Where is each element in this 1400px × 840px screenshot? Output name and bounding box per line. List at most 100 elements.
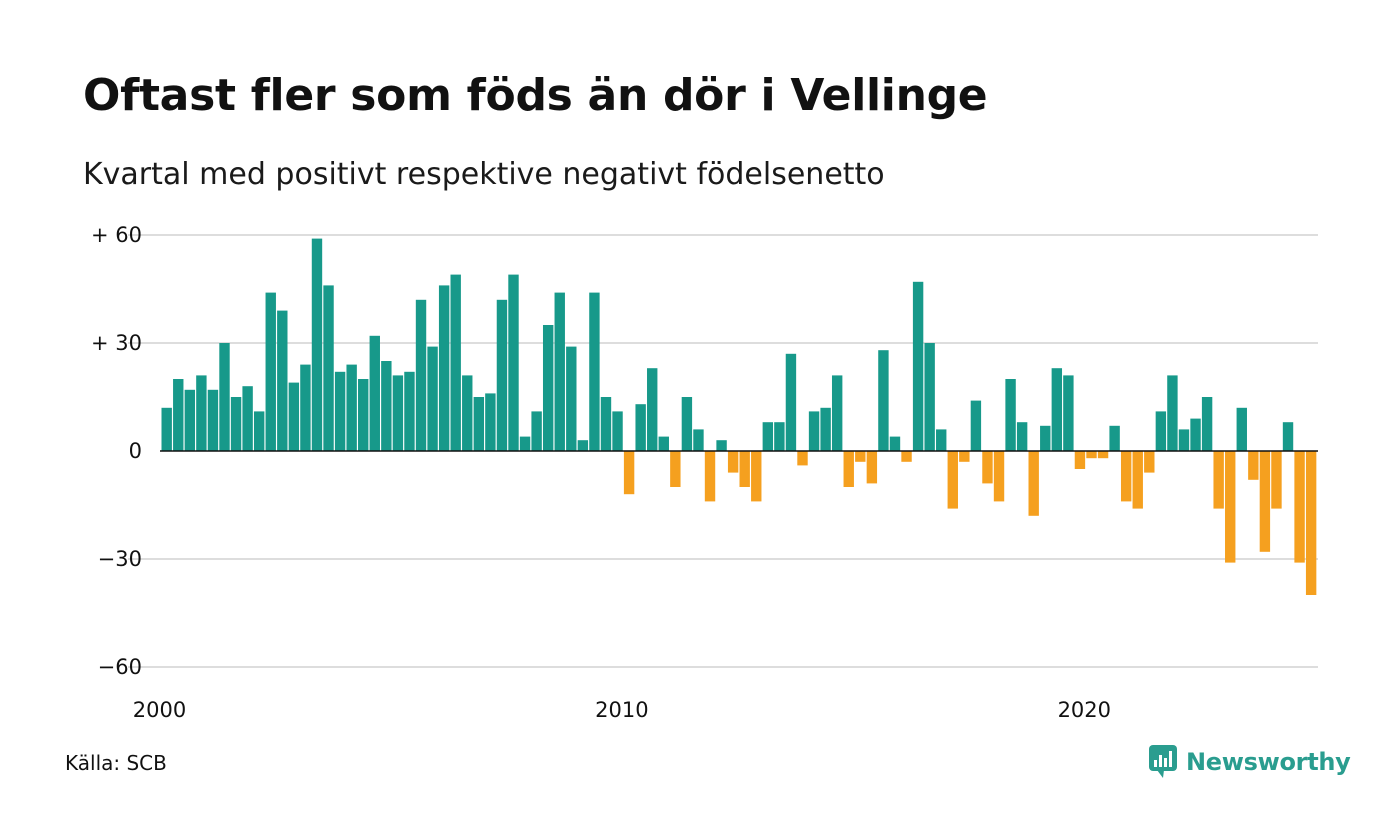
y-tick-labels: + 60 + 30 0 −30 −60 [91, 223, 142, 679]
bar [415, 299, 427, 451]
bar [612, 411, 623, 451]
source-label: Källa: SCB [65, 751, 167, 775]
x-tick-label: 2020 [1058, 698, 1111, 722]
bar [647, 368, 658, 451]
bar [1155, 411, 1167, 451]
bar [1120, 451, 1132, 502]
bar [785, 353, 797, 451]
x-tick-label: 2000 [133, 698, 186, 722]
bar [566, 346, 577, 451]
bar [831, 375, 843, 451]
bar [381, 361, 392, 451]
bars [161, 238, 1317, 595]
chart-title: Oftast fler som föds än dör i Vellinge [83, 70, 988, 121]
bar [253, 411, 265, 451]
bar [404, 371, 415, 451]
bar [866, 451, 878, 484]
bar [300, 364, 311, 451]
bar [797, 451, 808, 466]
bar [1167, 375, 1178, 451]
bar [704, 451, 716, 502]
bar [670, 451, 681, 487]
bar [1305, 451, 1317, 595]
bar [878, 350, 889, 451]
bar [196, 375, 207, 451]
bar [1178, 429, 1190, 451]
bar [901, 451, 912, 462]
bar [242, 386, 253, 451]
bar [450, 274, 461, 451]
bar [311, 238, 323, 451]
bar [936, 429, 947, 451]
bar [727, 451, 739, 473]
bar [1109, 425, 1120, 451]
bar [1097, 451, 1109, 459]
bar [230, 397, 242, 451]
bar [473, 397, 485, 451]
bar [1063, 375, 1074, 451]
bar [751, 451, 762, 502]
bar [1236, 407, 1247, 451]
bar [774, 422, 785, 451]
bar [889, 436, 901, 451]
newsworthy-logo[interactable]: Newsworthy [1148, 744, 1351, 780]
bar [762, 422, 774, 451]
bar [288, 382, 300, 451]
grid-lines [128, 234, 1318, 668]
bar [1282, 422, 1294, 451]
bar [635, 404, 646, 451]
bar [207, 389, 219, 451]
bar [739, 451, 750, 487]
bar [1005, 379, 1016, 451]
chart-subtitle: Kvartal med positivt respektive negativt… [83, 157, 885, 192]
bar [993, 451, 1005, 502]
bar [855, 451, 866, 462]
bar [1259, 451, 1271, 552]
bar [681, 397, 693, 451]
bar [1074, 451, 1086, 469]
bar [438, 285, 450, 451]
bar [392, 375, 404, 451]
bar [334, 371, 346, 451]
bar [1248, 451, 1259, 480]
bar [1144, 451, 1155, 473]
bar [508, 274, 519, 451]
bar [716, 440, 727, 451]
bar [219, 343, 230, 451]
y-tick-label: 0 [129, 439, 142, 463]
bar [173, 379, 184, 451]
bar [912, 281, 924, 451]
bar [589, 292, 600, 451]
logo-text: Newsworthy [1186, 748, 1351, 776]
bar [970, 400, 982, 451]
bar [542, 325, 554, 451]
bar [369, 335, 380, 451]
bar [1086, 451, 1097, 459]
x-tick-labels: 2000 2010 2020 [133, 698, 1111, 722]
bar [820, 407, 831, 451]
bar [623, 451, 635, 495]
bar [808, 411, 820, 451]
bar [531, 411, 542, 451]
bar [1016, 422, 1028, 451]
bar [496, 299, 508, 451]
y-tick-label: −60 [98, 655, 142, 679]
bar [485, 393, 496, 451]
bar [1051, 368, 1063, 451]
y-tick-label: + 30 [91, 331, 142, 355]
bar [600, 397, 612, 451]
x-tick-label: 2010 [595, 698, 648, 722]
bar [577, 440, 589, 451]
y-tick-label: −30 [98, 547, 142, 571]
bar [982, 451, 993, 484]
bar [161, 407, 172, 451]
bar [843, 451, 854, 487]
bar [1294, 451, 1305, 563]
bar [1190, 418, 1201, 451]
bar [1225, 451, 1236, 563]
bar [1040, 425, 1051, 451]
bar [519, 436, 531, 451]
bar [959, 451, 970, 462]
bar [947, 451, 958, 509]
bar-chart-speech-bubble-icon [1149, 745, 1177, 778]
